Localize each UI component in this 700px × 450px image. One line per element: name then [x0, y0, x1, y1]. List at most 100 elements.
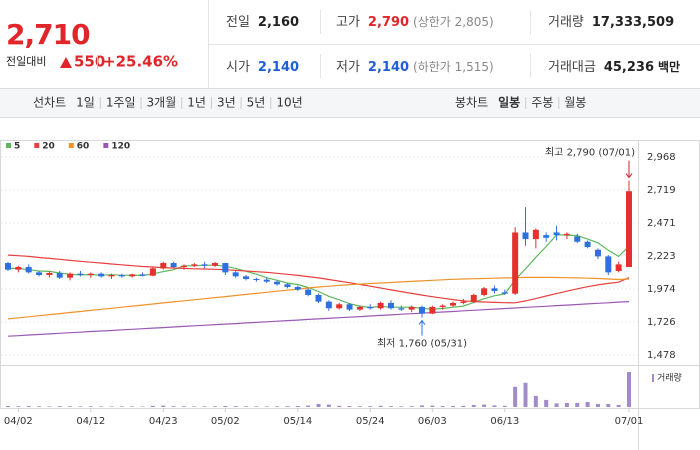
- y-tick-label: 1,726: [647, 317, 676, 328]
- volume-bar: [595, 403, 600, 407]
- candle-body: [180, 265, 187, 268]
- candle-body: [294, 286, 301, 290]
- high-annotation: 최고 2,790 (07/01): [545, 147, 635, 159]
- candle-body: [398, 308, 405, 310]
- volume-bar: [616, 404, 621, 407]
- tab[interactable]: 1주일: [106, 96, 136, 110]
- volume-bar: [223, 405, 228, 407]
- volume-bar: [575, 402, 580, 407]
- tab[interactable]: 1년: [187, 96, 206, 110]
- volume-bar: [306, 405, 311, 407]
- candle-body: [501, 292, 508, 294]
- candle-body: [108, 275, 115, 277]
- candle-body: [87, 273, 94, 276]
- volume-bar: [88, 406, 93, 407]
- candle-body: [5, 263, 11, 270]
- candle-body: [129, 274, 136, 277]
- candle-body: [46, 273, 53, 276]
- candle-body: [253, 279, 260, 281]
- volume-bar: [233, 406, 238, 407]
- volume-bar: [275, 406, 280, 407]
- candle-body: [243, 276, 250, 280]
- candle-body: [263, 279, 270, 282]
- volume-bar: [409, 406, 414, 407]
- low-annotation: 최저 1,760 (05/31): [377, 338, 467, 350]
- change: 550: [74, 53, 105, 71]
- change-label: 전일대비: [6, 54, 46, 68]
- candle-body: [98, 273, 105, 277]
- stat: 거래대금 45,236 백만: [548, 59, 680, 75]
- stat: 거래량 17,333,509: [548, 15, 674, 30]
- volume-bar: [430, 405, 435, 407]
- volume-bar: [627, 372, 631, 407]
- y-tick-label: 2,968: [647, 152, 676, 163]
- volume-bar: [140, 406, 145, 407]
- volume-bar: [244, 406, 249, 407]
- candle-body: [274, 281, 281, 285]
- volume-bar: [347, 405, 352, 407]
- candle-body: [512, 232, 519, 294]
- tab[interactable]: 일봉: [498, 96, 520, 110]
- candle-body: [212, 263, 218, 266]
- volume-bar: [492, 405, 497, 407]
- volume-bar: [47, 406, 52, 407]
- tab[interactable]: 3개월: [147, 96, 177, 110]
- candle-body: [367, 306, 374, 309]
- tab[interactable]: 주봉: [531, 96, 553, 110]
- volume-bar: [68, 406, 73, 407]
- candle-body: [626, 191, 632, 268]
- stat: 저가 2,140 (하한가 1,515): [336, 60, 494, 75]
- volume-bar: [388, 406, 393, 407]
- candle-body: [439, 305, 446, 307]
- candle-body: [408, 306, 415, 310]
- y-tick-label: 1,478: [647, 350, 676, 361]
- volume-bar: [192, 406, 197, 407]
- stat: 고가 2,790 (상한가 2,805): [336, 15, 494, 30]
- candle-body: [336, 304, 343, 309]
- candle-body: [594, 249, 601, 257]
- candle-body: [584, 241, 591, 248]
- x-tick-label: 05/24: [356, 416, 385, 427]
- stat-label: 고가: [336, 15, 360, 30]
- moving-average: [7, 254, 630, 304]
- stat-label: 전일: [226, 15, 250, 30]
- candle-body: [574, 236, 581, 242]
- volume-bar: [202, 406, 207, 407]
- volume-legend-swatch: [652, 374, 654, 382]
- tab[interactable]: 10년: [276, 96, 302, 110]
- tab-bar: [0, 88, 700, 118]
- stat-label: 거래대금: [548, 60, 596, 75]
- candle-body: [460, 301, 467, 303]
- candle-body: [356, 306, 363, 310]
- x-tick-label: 04/23: [149, 416, 178, 427]
- volume-bar: [513, 386, 518, 407]
- volume-bar: [440, 405, 445, 407]
- tab[interactable]: 월봉: [564, 96, 586, 110]
- volume-legend: 거래량: [657, 372, 682, 384]
- volume-bar: [337, 405, 342, 407]
- volume-bar: [368, 406, 373, 407]
- stat-note: (하한가 1,515): [413, 60, 494, 74]
- volume-bar: [26, 406, 31, 407]
- volume-bar: [254, 406, 259, 407]
- legend-label: 60: [77, 142, 90, 152]
- moving-average: [7, 301, 630, 337]
- volume-bar: [461, 405, 466, 407]
- tab[interactable]: 1일: [76, 96, 95, 110]
- volume-bar: [482, 404, 487, 407]
- low-arrow: [418, 319, 426, 336]
- candle-body: [139, 274, 146, 276]
- candle-body: [377, 302, 384, 309]
- candle-body: [419, 306, 425, 314]
- volume-bar: [181, 406, 186, 407]
- stat-value: 45,236: [604, 60, 654, 75]
- stat-label: 저가: [336, 60, 360, 75]
- legend-swatch: [34, 143, 40, 148]
- volume-bar: [564, 402, 569, 407]
- tab[interactable]: 5년: [247, 96, 266, 110]
- volume-bar: [295, 405, 300, 407]
- tab[interactable]: 3년: [217, 96, 236, 110]
- volume-bar: [109, 406, 114, 407]
- stat-label: 거래량: [548, 15, 584, 30]
- change-rate: +25.46%: [103, 53, 178, 71]
